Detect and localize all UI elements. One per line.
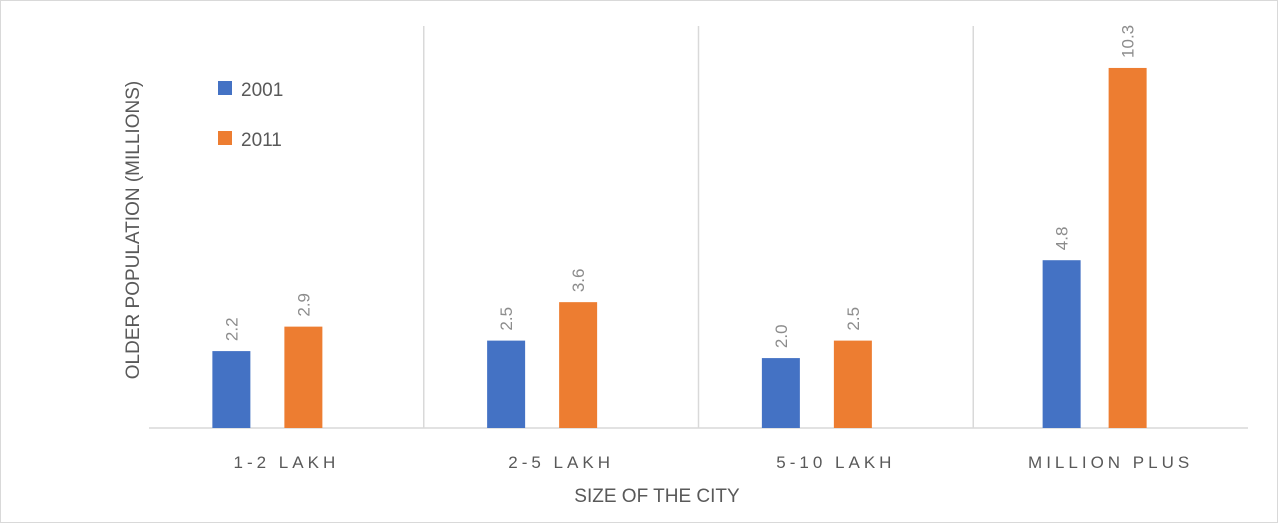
data-label-2011-1: 2.9 bbox=[294, 293, 313, 317]
legend-swatch-2011 bbox=[218, 131, 232, 145]
data-labels-group: 2.2 2.5 2.0 4.8 2.9 3.6 2.5 10.3 bbox=[222, 25, 1137, 348]
bar-2001-3 bbox=[761, 358, 800, 428]
x-tick-label: MILLION PLUS bbox=[1028, 453, 1193, 472]
data-label-2001-4: 4.8 bbox=[1053, 227, 1072, 251]
x-tick-label: 1-2 LAKH bbox=[234, 453, 340, 472]
data-label-2011-3: 2.5 bbox=[844, 307, 863, 331]
data-label-2011-2: 3.6 bbox=[569, 269, 588, 293]
data-label-2011-4: 10.3 bbox=[1119, 25, 1138, 58]
x-tick-label: 5-10 LAKH bbox=[776, 453, 895, 472]
bar-2001-4 bbox=[1042, 260, 1081, 428]
legend-label-2011: 2011 bbox=[241, 130, 282, 151]
bars-group bbox=[212, 67, 1147, 429]
legend-label-2001: 2001 bbox=[241, 80, 283, 101]
bar-2011-1 bbox=[284, 326, 323, 428]
data-label-2001-2: 2.5 bbox=[497, 307, 516, 331]
data-label-2001-3: 2.0 bbox=[772, 324, 791, 348]
legend: 2001 2011 bbox=[218, 80, 283, 151]
data-label-2001-1: 2.2 bbox=[222, 317, 241, 341]
bar-2001-2 bbox=[487, 340, 526, 428]
x-axis-title: SIZE OF THE CITY bbox=[574, 486, 740, 507]
bar-2011-4 bbox=[1108, 67, 1147, 429]
legend-swatch-2001 bbox=[218, 81, 232, 95]
bar-2001-1 bbox=[212, 351, 251, 428]
category-separators bbox=[423, 26, 974, 428]
bar-2011-2 bbox=[559, 302, 598, 428]
x-tick-label: 2-5 LAKH bbox=[508, 453, 614, 472]
y-axis-title: OLDER POPULATION (MILLIONS) bbox=[123, 81, 144, 379]
bar-2011-3 bbox=[833, 340, 872, 428]
x-tick-labels: 1-2 LAKH 2-5 LAKH 5-10 LAKH MILLION PLUS bbox=[234, 453, 1193, 472]
